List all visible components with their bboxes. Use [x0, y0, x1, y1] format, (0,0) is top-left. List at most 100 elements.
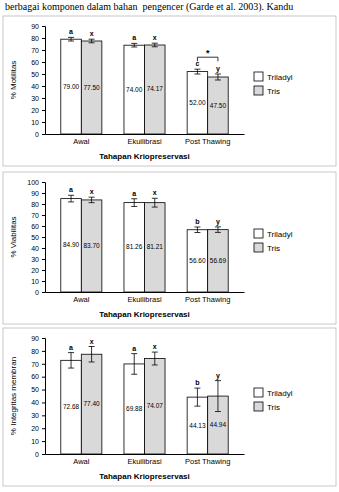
error-bar	[215, 227, 221, 233]
y-tick-label: 50	[31, 386, 39, 393]
y-tick-label: 90	[31, 335, 39, 342]
chart-panel: 79.0074.0052.00aac77.5074.1747.50xxy*010…	[3, 16, 336, 166]
y-tick-mark	[42, 248, 45, 249]
x-axis-line	[46, 292, 245, 293]
significance-letter: x	[153, 34, 157, 41]
data-label: 79.00	[63, 83, 80, 90]
y-tick: 60	[31, 223, 45, 230]
y-tick: 60	[31, 373, 45, 380]
error-bar	[194, 388, 200, 406]
bar	[61, 360, 82, 454]
significance-letter: y	[216, 372, 220, 380]
y-tick-mark	[42, 351, 45, 352]
y-tick-mark	[42, 270, 45, 271]
x-tick-label: Post Thawing	[185, 137, 230, 146]
x-tick-label: Awal	[73, 457, 89, 466]
y-tick-mark	[42, 454, 45, 455]
significance-letter: a	[132, 190, 136, 197]
x-axis-title: Tahapan Kriopreservasi	[99, 310, 190, 319]
y-tick-label: 30	[31, 256, 39, 263]
error-bar	[68, 353, 74, 368]
significance-letter: x	[153, 189, 157, 196]
bar	[208, 77, 229, 134]
y-axis-title: % Viabilitas	[9, 216, 18, 257]
bar	[145, 45, 166, 134]
y-tick-mark	[42, 377, 45, 378]
error-bar	[152, 352, 158, 365]
significance-letter: y	[216, 65, 220, 73]
legend-swatch	[254, 229, 263, 238]
bar	[61, 39, 82, 134]
y-tick-label: 10	[31, 278, 39, 285]
significance-letter: b	[195, 379, 199, 386]
y-tick-label: 20	[31, 267, 39, 274]
legend: TriladylTris	[254, 229, 293, 253]
y-tick-label: 50	[31, 234, 39, 241]
y-tick: 60	[31, 59, 45, 66]
data-label: 77.40	[83, 400, 100, 407]
y-tick-label: 80	[31, 201, 39, 208]
data-label: 81.21	[147, 243, 164, 250]
data-label: 74.17	[147, 85, 164, 92]
y-tick-mark	[42, 122, 45, 123]
error-bar	[131, 199, 137, 207]
y-tick: 20	[31, 107, 45, 114]
legend-label: Tris	[267, 403, 280, 412]
y-tick-label: 30	[31, 95, 39, 102]
y-tick: 50	[31, 71, 45, 78]
x-tick: Post Thawing	[185, 292, 230, 304]
legend-swatch	[254, 72, 263, 81]
y-tick-mark	[42, 237, 45, 238]
y-axis: 0102030405060708090	[31, 335, 45, 458]
legend-swatch	[254, 86, 263, 95]
bar	[81, 41, 102, 134]
significance-letter: x	[90, 338, 94, 345]
data-label: 74.00	[126, 86, 143, 93]
data-label: 44.94	[210, 421, 227, 428]
y-tick-mark	[42, 441, 45, 442]
y-tick-mark	[42, 226, 45, 227]
y-tick-label: 30	[31, 412, 39, 419]
y-tick-label: 40	[31, 399, 39, 406]
y-axis-line	[42, 27, 46, 135]
y-tick-mark	[42, 204, 45, 205]
x-axis-title: Tahapan Kriopreservasi	[99, 472, 190, 481]
bar	[208, 230, 229, 292]
significance-letter: x	[153, 343, 157, 350]
y-tick: 80	[31, 348, 45, 355]
y-tick-mark	[42, 98, 45, 99]
data-label: 83.70	[83, 242, 100, 249]
legend: TriladylTris	[254, 388, 293, 412]
y-tick-label: 0	[35, 131, 39, 138]
y-tick-mark	[42, 281, 45, 282]
data-label: 56.60	[189, 257, 206, 264]
data-label: 72.68	[63, 403, 80, 410]
page: berbagai komponen dalam bahan pengencer …	[0, 0, 339, 492]
y-tick-mark	[42, 134, 45, 135]
y-tick-label: 40	[31, 83, 39, 90]
error-bar	[131, 354, 137, 375]
y-tick-label: 10	[31, 119, 39, 126]
y-tick-label: 90	[31, 190, 39, 197]
y-tick: 30	[31, 95, 45, 102]
y-tick-mark	[42, 193, 45, 194]
y-tick-mark	[42, 390, 45, 391]
y-tick-mark	[42, 338, 45, 339]
x-tick: Awal	[73, 134, 89, 146]
x-axis: AwalEkuilibrasiPost Thawing	[46, 454, 245, 466]
y-tick-mark	[42, 50, 45, 51]
significance-letter: a	[69, 344, 73, 351]
page-text: berbagai komponen dalam bahan pengencer …	[5, 1, 293, 13]
error-bar	[152, 43, 158, 47]
y-tick: 30	[31, 256, 45, 263]
y-tick: 20	[31, 425, 45, 432]
y-tick-label: 60	[31, 223, 39, 230]
y-tick-mark	[42, 110, 45, 111]
plot-marks	[61, 37, 228, 134]
y-tick-label: 20	[31, 425, 39, 432]
y-tick: 20	[31, 267, 45, 274]
significance-letter: a	[132, 34, 136, 41]
x-tick: Ekuilibrasi	[127, 134, 162, 146]
significance-letter: b	[195, 218, 199, 225]
bar	[81, 200, 102, 292]
